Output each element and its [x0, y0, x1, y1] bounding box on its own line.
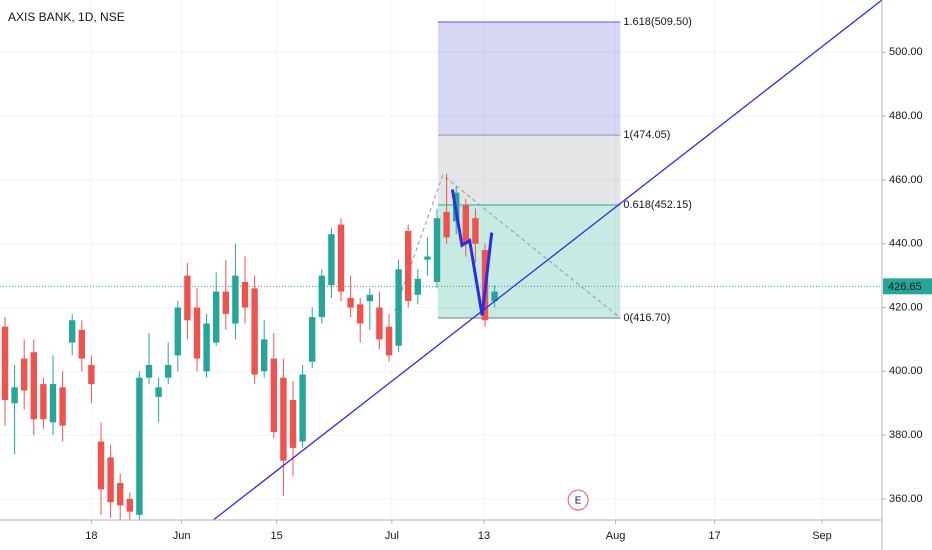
candle-body — [59, 387, 66, 426]
candle-body — [318, 275, 326, 318]
trend-line — [212, 0, 883, 521]
candle-body — [116, 482, 124, 506]
pattern-line — [394, 174, 621, 319]
fib-label: 1(474.05) — [623, 129, 670, 141]
candle-body — [11, 387, 18, 404]
candle-body — [261, 339, 268, 372]
candle-body — [241, 282, 249, 308]
y-tick-label: 440.00 — [889, 238, 923, 250]
candle-body — [414, 278, 422, 295]
candle-body — [462, 205, 470, 244]
candle-body — [193, 307, 201, 359]
candle-body — [165, 364, 172, 378]
candle-body — [299, 374, 306, 442]
fib-label: 0.618(452.15) — [623, 199, 692, 211]
candle-body — [395, 269, 402, 346]
chart-title: AXIS BANK, 1D, NSE — [8, 10, 125, 24]
candle-body — [280, 377, 287, 461]
zigzag-line — [450, 189, 494, 316]
candle-body — [357, 304, 364, 324]
candle-body — [424, 256, 431, 260]
candle-body — [337, 224, 345, 292]
candle-body — [49, 384, 57, 423]
candle-body — [155, 387, 162, 397]
candle-body — [203, 323, 210, 372]
y-tick-label: 480.00 — [889, 110, 923, 122]
candle-body — [443, 211, 450, 238]
candle-body — [385, 326, 393, 356]
candle-body — [20, 358, 28, 391]
x-tick-label: 18 — [85, 530, 97, 542]
candle-body — [145, 364, 153, 378]
candle-body — [174, 307, 182, 356]
x-tick-label: Sep — [812, 530, 832, 542]
y-tick-label: 360.00 — [889, 493, 923, 505]
earnings-marker — [567, 489, 589, 511]
candle-body — [107, 457, 114, 503]
candle-body — [328, 234, 335, 286]
fib-zone — [437, 22, 621, 136]
candle-body — [1, 326, 9, 401]
candle-body — [184, 275, 191, 321]
candle-body — [40, 384, 47, 420]
candle-body — [405, 230, 412, 302]
candle-body — [366, 294, 374, 302]
y-tick-label: 380.00 — [889, 429, 923, 441]
candle-body — [251, 288, 258, 375]
candle-body — [68, 320, 76, 343]
candle-body — [88, 364, 95, 385]
y-tick-label: 420.00 — [889, 301, 923, 313]
fib-label: 1.618(509.50) — [623, 16, 692, 28]
x-tick-label: 17 — [708, 530, 720, 542]
candle-body — [433, 218, 441, 283]
last-price-box — [883, 278, 932, 295]
x-axis — [0, 520, 932, 550]
candle-body — [472, 218, 479, 244]
candle-body — [136, 377, 143, 515]
candle-body — [222, 291, 230, 314]
last-price-label: 426.65 — [888, 281, 922, 293]
candle-body — [78, 329, 85, 359]
candle-body — [270, 358, 278, 432]
candle-body — [376, 307, 383, 340]
candle-body — [232, 275, 239, 324]
fib-label: 0(416.70) — [623, 312, 670, 324]
candle-body — [289, 400, 297, 448]
fib-zone — [437, 135, 621, 205]
x-tick-label: Jun — [173, 530, 191, 542]
candle-body — [30, 352, 37, 420]
candle-body — [491, 291, 498, 302]
y-tick-label: 500.00 — [889, 46, 923, 58]
candle-body — [309, 317, 316, 362]
y-axis — [882, 0, 932, 550]
y-tick-label: 460.00 — [889, 174, 923, 186]
y-tick-label: 400.00 — [889, 365, 923, 377]
earnings-label: E — [575, 496, 582, 507]
plot-area: 0(416.70) 0.618(452.15) 1(474.05) 1.618(509… — [0, 0, 883, 522]
x-tick-label: Jul — [385, 530, 399, 542]
candle-body — [213, 291, 220, 343]
x-tick-label: Aug — [606, 530, 626, 542]
x-tick-label: 15 — [271, 530, 283, 542]
candle-body — [126, 498, 133, 512]
x-tick-label: 13 — [478, 530, 490, 542]
candle-body — [97, 441, 105, 490]
candle-body — [347, 297, 354, 308]
